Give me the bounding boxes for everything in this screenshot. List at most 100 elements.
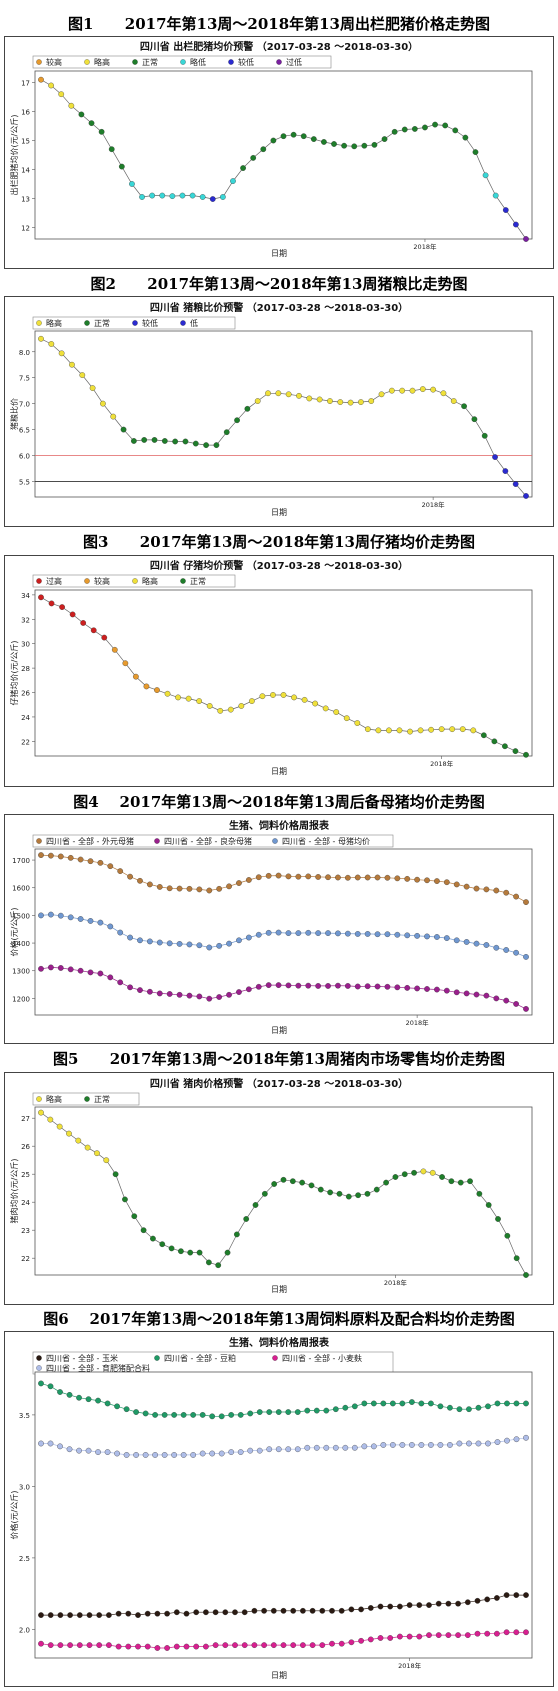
- series-3-point: [367, 1636, 374, 1643]
- series-1-point: [232, 1609, 238, 1616]
- series-3-point: [374, 931, 381, 938]
- data-point: [209, 196, 216, 202]
- y-tick-label: 26: [21, 690, 30, 698]
- data-point: [485, 1202, 492, 1208]
- legend-marker: [180, 578, 186, 584]
- y-tick-label: 1500: [12, 912, 30, 920]
- series-2-point: [87, 969, 94, 976]
- series-2-point: [95, 1397, 101, 1404]
- x-tick-label: 2018年: [430, 759, 454, 768]
- y-tick-label: 3.0: [19, 1483, 30, 1491]
- data-point: [442, 122, 449, 129]
- data-point: [90, 627, 97, 634]
- data-point: [66, 1130, 72, 1137]
- y-tick-label: 26: [21, 1143, 30, 1151]
- data-point: [306, 395, 313, 402]
- data-point: [168, 1245, 175, 1252]
- series-1-point: [166, 885, 173, 892]
- series-3-point: [523, 1629, 529, 1636]
- series-2-point: [504, 1400, 510, 1407]
- data-point: [407, 728, 413, 735]
- series-2-point: [295, 982, 302, 989]
- y-tick-label: 17: [21, 80, 30, 88]
- series-3-point: [494, 1630, 500, 1637]
- series-1-point: [416, 1602, 423, 1608]
- data-point: [240, 165, 246, 171]
- series-1-point: [354, 874, 361, 881]
- series-1-point: [484, 1596, 491, 1603]
- series-3-point: [484, 1630, 491, 1637]
- series-1-point: [196, 886, 203, 893]
- data-point: [68, 102, 75, 109]
- data-point: [178, 1248, 184, 1255]
- series-2-point: [351, 1403, 358, 1410]
- series-4-point: [409, 1442, 415, 1448]
- series-2-point: [483, 992, 490, 999]
- data-point: [351, 143, 358, 150]
- data-point: [422, 124, 428, 131]
- data-point: [285, 391, 292, 398]
- legend: 四川省 - 全部 - 外元母猪 四川省 - 全部 - 良杂母猪 四川省 - 全部 -…: [32, 834, 394, 848]
- data-point: [227, 706, 234, 713]
- legend-label: 低: [190, 318, 198, 328]
- plot-area: [34, 70, 533, 240]
- data-point: [233, 1231, 240, 1238]
- data-point: [203, 442, 209, 449]
- series-3-point: [300, 1642, 306, 1649]
- series-2-point: [38, 1380, 44, 1387]
- data-point: [122, 1196, 128, 1203]
- series-1-point: [137, 877, 143, 884]
- chart-panel-fig6: 生猪、饲料价格周报表 四川省 - 全部 - 玉米 四川省 - 全部 - 豆粕 四川省 …: [4, 1331, 554, 1687]
- series-1-point: [295, 873, 302, 880]
- series-4-point: [95, 1449, 101, 1455]
- series-3-point: [173, 1643, 180, 1650]
- series-1-point: [309, 1607, 316, 1614]
- data-point: [223, 429, 230, 436]
- series-4-point: [380, 1442, 387, 1448]
- data-point: [101, 634, 108, 641]
- series-2-point: [325, 983, 331, 989]
- data-point: [289, 1178, 296, 1185]
- series-3-point: [435, 1632, 442, 1638]
- series-4-point: [285, 1446, 292, 1453]
- series-1-point: [206, 887, 213, 894]
- series-2-point: [523, 1006, 529, 1012]
- series-3-point: [377, 1635, 384, 1641]
- series-2-point: [428, 1400, 434, 1407]
- series-4-point: [313, 1444, 320, 1451]
- series-1-point: [483, 886, 490, 893]
- series-4-point: [323, 1444, 330, 1451]
- x-tick-label: 2018年: [406, 1018, 430, 1027]
- data-point: [331, 141, 337, 147]
- series-1-point: [117, 868, 124, 875]
- series-3-point: [216, 942, 223, 949]
- data-point: [111, 646, 118, 653]
- data-point: [164, 690, 171, 697]
- legend-label: 略低: [190, 57, 206, 67]
- data-point: [217, 707, 224, 714]
- series-1-point: [173, 1609, 180, 1616]
- series-2-point: [456, 1406, 463, 1413]
- series-1-point: [216, 885, 223, 892]
- data-point: [154, 687, 160, 693]
- series-2-point: [66, 1392, 73, 1398]
- series-4-point: [76, 1447, 82, 1454]
- series-4-point: [142, 1452, 149, 1458]
- y-tick-label: 6.0: [19, 453, 30, 461]
- y-tick-label: 1600: [12, 885, 30, 893]
- data-point: [327, 398, 333, 404]
- legend-marker: [84, 59, 90, 65]
- chart-panel-fig2: 四川省 猪粮比价预警 （2017-03-28 ～2018-03-30） 略高 正常 较…: [4, 296, 554, 527]
- series-1-point: [87, 858, 94, 865]
- x-tick-label: 2018年: [384, 1278, 408, 1287]
- series-4-point: [304, 1444, 311, 1451]
- series-3-point: [203, 1643, 209, 1650]
- legend-label: 略高: [46, 1094, 62, 1104]
- data-point: [172, 438, 179, 445]
- data-point: [399, 387, 406, 394]
- series-1-point: [344, 874, 351, 881]
- series-2-point: [418, 1400, 425, 1407]
- y-tick-label: 8.0: [19, 349, 30, 357]
- series-2-point: [513, 1001, 519, 1007]
- data-point: [182, 438, 189, 445]
